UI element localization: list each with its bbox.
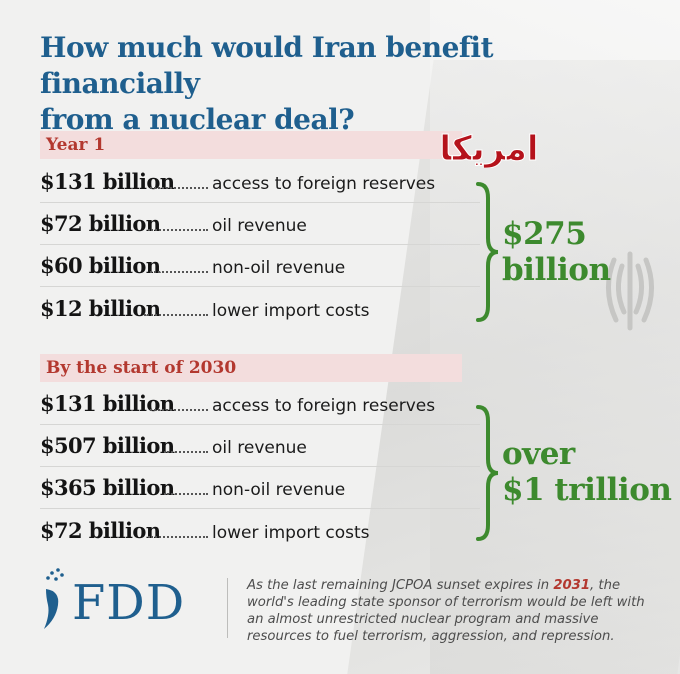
table-row: $72 billion oil revenue (40, 205, 480, 245)
table-row: $131 billion access to foreign reserves (40, 385, 480, 425)
footer-note: As the last remaining JCPOA sunset expir… (247, 577, 657, 645)
description: access to foreign reserves (212, 174, 436, 194)
total-2030: over $1 trillion (502, 436, 672, 508)
dot-leader (164, 493, 208, 495)
description: access to foreign reserves (212, 396, 436, 416)
table-row: $365 billion non-oil revenue (40, 469, 480, 509)
footer-text-before: As the last remaining JCPOA sunset expir… (247, 578, 554, 593)
section-label-2030: By the start of 2030 (46, 358, 237, 378)
iran-emblem-icon (606, 251, 654, 331)
footer-divider (227, 578, 228, 638)
footer-text-after: , the world's leading state sponsor of t… (247, 578, 645, 644)
title-line-1: How much would Iran benefit financially (40, 31, 494, 100)
background-flag-shade (430, 0, 680, 674)
description: non-oil revenue (212, 480, 346, 500)
section-bar-year-1 (40, 131, 462, 159)
amount: $131 billion (40, 169, 175, 194)
amount: $72 billion (40, 211, 161, 236)
amount: $131 billion (40, 391, 175, 416)
description: oil revenue (212, 216, 307, 236)
total-line-2: $1 trillion (502, 472, 672, 508)
table-row: $12 billion lower import costs (40, 289, 480, 329)
dot-leader (144, 314, 208, 316)
fdd-logo: FDD (72, 575, 186, 631)
description: non-oil revenue (212, 258, 346, 278)
dot-leader (150, 271, 208, 273)
amount: $60 billion (40, 253, 161, 278)
page-title: How much would Iran benefit financially … (40, 30, 660, 138)
amount: $365 billion (40, 475, 175, 500)
amount: $12 billion (40, 296, 161, 321)
dot-leader (148, 536, 208, 538)
amount: $507 billion (40, 433, 175, 458)
table-row: $507 billion oil revenue (40, 427, 480, 467)
table-row: $72 billion lower import costs (40, 511, 480, 551)
amount: $72 billion (40, 518, 161, 543)
dot-leader (150, 409, 208, 411)
section-bar-2030 (40, 354, 462, 382)
dot-leader (148, 229, 208, 231)
total-year-1: $275 billion (502, 216, 611, 288)
watermark-text: امریکا (439, 129, 538, 168)
fdd-torch-icon (44, 568, 64, 629)
title-line-2: from a nuclear deal? (40, 103, 355, 136)
description: oil revenue (212, 438, 307, 458)
footer-year: 2031 (553, 578, 591, 593)
total-line-1: over (502, 436, 575, 472)
brace-year-1 (476, 182, 499, 322)
dot-leader (150, 187, 208, 189)
description: lower import costs (212, 301, 370, 321)
description: lower import costs (212, 523, 370, 543)
dot-leader (164, 451, 208, 453)
watermark-logo: امریکا (439, 129, 539, 169)
brace-2030 (476, 405, 499, 541)
table-row: $131 billion access to foreign reserves (40, 163, 480, 203)
table-row: $60 billion non-oil revenue (40, 247, 480, 287)
total-line-2: billion (502, 252, 611, 288)
section-label-year-1: Year 1 (46, 135, 106, 155)
total-line-1: $275 (502, 216, 587, 252)
